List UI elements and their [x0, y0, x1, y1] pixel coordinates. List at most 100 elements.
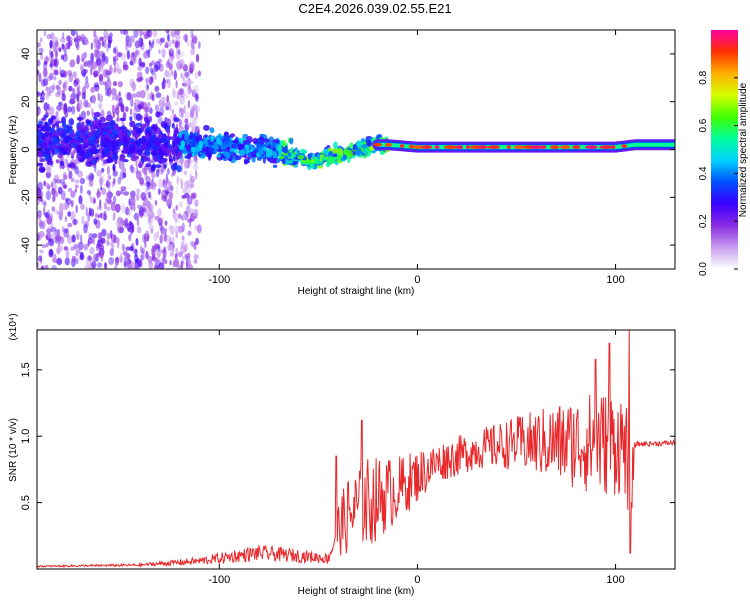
spectrogram-band-blob: [59, 146, 65, 152]
spectrogram-band-blob: [213, 144, 219, 150]
spectrogram-noise-blob: [121, 243, 126, 251]
spectrogram-band-blob: [321, 155, 327, 161]
spectrogram-noise-blob: [103, 202, 108, 210]
spectrogram-noise-blob: [132, 112, 136, 118]
x-tick-label: 100: [606, 574, 624, 586]
spectrogram-noise-blob: [167, 78, 171, 89]
spectrogram-band-blob: [81, 129, 86, 135]
spectrogram-noise-blob: [96, 262, 103, 268]
spectrogram-noise-blob: [151, 93, 155, 102]
spectrogram-noise-blob: [83, 61, 88, 67]
spectrogram-noise-blob: [175, 80, 178, 89]
spectrogram-noise-blob: [63, 184, 67, 189]
spectrogram-band-blob: [104, 133, 111, 139]
spectrogram-noise-blob: [87, 212, 91, 222]
spectrogram-noise-blob: [65, 158, 68, 164]
spectrogram-noise-blob: [184, 79, 188, 89]
spectrogram-noise-blob: [154, 60, 161, 71]
spectrogram-noise-blob: [67, 211, 72, 217]
spectrogram-noise-blob: [170, 69, 174, 75]
spectrogram-band-blob: [94, 138, 100, 145]
spectrogram-band-blob: [137, 138, 141, 145]
spectrogram-noise-blob: [136, 91, 142, 98]
spectrogram-noise-blob: [181, 255, 187, 261]
spectrogram-noise-blob: [111, 104, 115, 114]
spectrogram-noise-blob: [114, 203, 121, 213]
spectrogram-band-blob: [328, 156, 335, 165]
spectrogram-noise-blob: [115, 190, 121, 197]
colorbar: 0.0 0.2 0.4 0.6 0.8 Normalized spectral ampl…: [698, 30, 749, 276]
spectrogram-noise-blob: [80, 234, 83, 244]
spectrogram-noise-blob: [167, 168, 170, 175]
spectrogram-noise-blob: [96, 57, 102, 66]
spectrogram-noise-blob: [149, 78, 153, 86]
spectrogram-band-blob: [41, 117, 47, 121]
spectrogram-noise-blob: [94, 87, 100, 92]
snr-x-label: Height of straight line (km): [298, 586, 415, 597]
spectrogram-noise-blob: [142, 234, 147, 244]
spectrogram-noise-blob: [178, 213, 182, 219]
spectrogram-band-blob: [129, 145, 136, 154]
spectrogram-band-blob: [337, 154, 342, 160]
spectrogram-noise-blob: [83, 69, 88, 74]
spectrogram-band-blob: [112, 135, 117, 141]
spectrogram-band-blob: [37, 162, 44, 167]
spectrogram-band-blob: [40, 141, 47, 149]
spectrogram-noise-blob: [160, 96, 166, 103]
spectrogram-band-blob: [45, 147, 50, 155]
spectrogram-noise-blob: [158, 178, 164, 188]
spectrogram-tone-peak: [610, 145, 616, 149]
spectrogram-band-blob: [198, 140, 204, 148]
spectrogram-noise-blob: [171, 108, 174, 115]
spectrogram-noise-blob: [178, 118, 182, 128]
spectrogram-tone-peak: [385, 143, 393, 147]
spectrogram-noise-blob: [190, 106, 195, 115]
spectrogram-noise-blob: [60, 73, 65, 78]
spectrogram-noise-blob: [174, 41, 181, 49]
spectrogram-noise-blob: [145, 200, 151, 208]
spectrogram-noise-blob: [133, 102, 137, 111]
spectrogram-band-blob: [355, 148, 362, 156]
spectrogram-noise-blob: [62, 82, 66, 90]
spectrogram-noise-blob: [61, 225, 64, 233]
spectrogram-band-blob: [176, 165, 182, 173]
spectrogram-noise-blob: [53, 69, 59, 76]
spectrogram-band-blob: [166, 147, 173, 156]
spectrogram-band-blob: [174, 137, 180, 145]
spectrogram-noise-blob: [51, 265, 57, 269]
spectrogram-band-blob: [186, 144, 191, 152]
spectrogram-band-blob: [148, 136, 153, 140]
spectrogram-noise-blob: [101, 187, 107, 195]
spectrogram-noise-blob: [145, 250, 149, 260]
spectrogram-band-blob: [346, 149, 353, 158]
spectrogram-noise-blob: [57, 104, 60, 110]
spectrogram-noise-blob: [92, 236, 96, 245]
spectrogram-noise-blob: [75, 204, 78, 214]
spectrogram-noise-blob: [171, 248, 175, 253]
spectrogram-tone-peak: [420, 145, 433, 149]
spectrogram-noise-blob: [42, 78, 49, 87]
spectrogram-noise-blob: [165, 30, 170, 34]
spectrogram-noise-blob: [63, 184, 68, 189]
spectrogram-noise-blob: [67, 235, 73, 244]
snr-y-label: SNR (10 * v/v): [8, 418, 19, 482]
spectrogram-noise-blob: [150, 41, 154, 49]
spectrogram-noise-blob: [41, 244, 47, 248]
spectrogram-noise-blob: [172, 168, 176, 177]
spectrogram-band-blob: [282, 149, 289, 154]
spectrogram-noise-blob: [97, 231, 101, 242]
spectrogram-noise-blob: [150, 228, 154, 234]
spectrogram-band-blob: [105, 126, 112, 130]
x-tick-label: -100: [208, 574, 230, 586]
spectrogram-noise-blob: [134, 258, 140, 264]
spectrogram-band-blob: [51, 137, 57, 143]
spectrogram-noise-blob: [61, 93, 66, 102]
x-tick-label: -100: [208, 274, 230, 286]
spectrogram-band-blob: [129, 138, 135, 142]
spectrogram-noise-blob: [101, 53, 106, 62]
spectrogram-band-blob: [250, 151, 257, 158]
spectrogram-noise-blob: [100, 254, 104, 262]
spectrogram-noise-blob: [61, 181, 67, 188]
spectrogram-band-blob: [53, 145, 60, 149]
spectrogram-noise-blob: [159, 106, 165, 116]
